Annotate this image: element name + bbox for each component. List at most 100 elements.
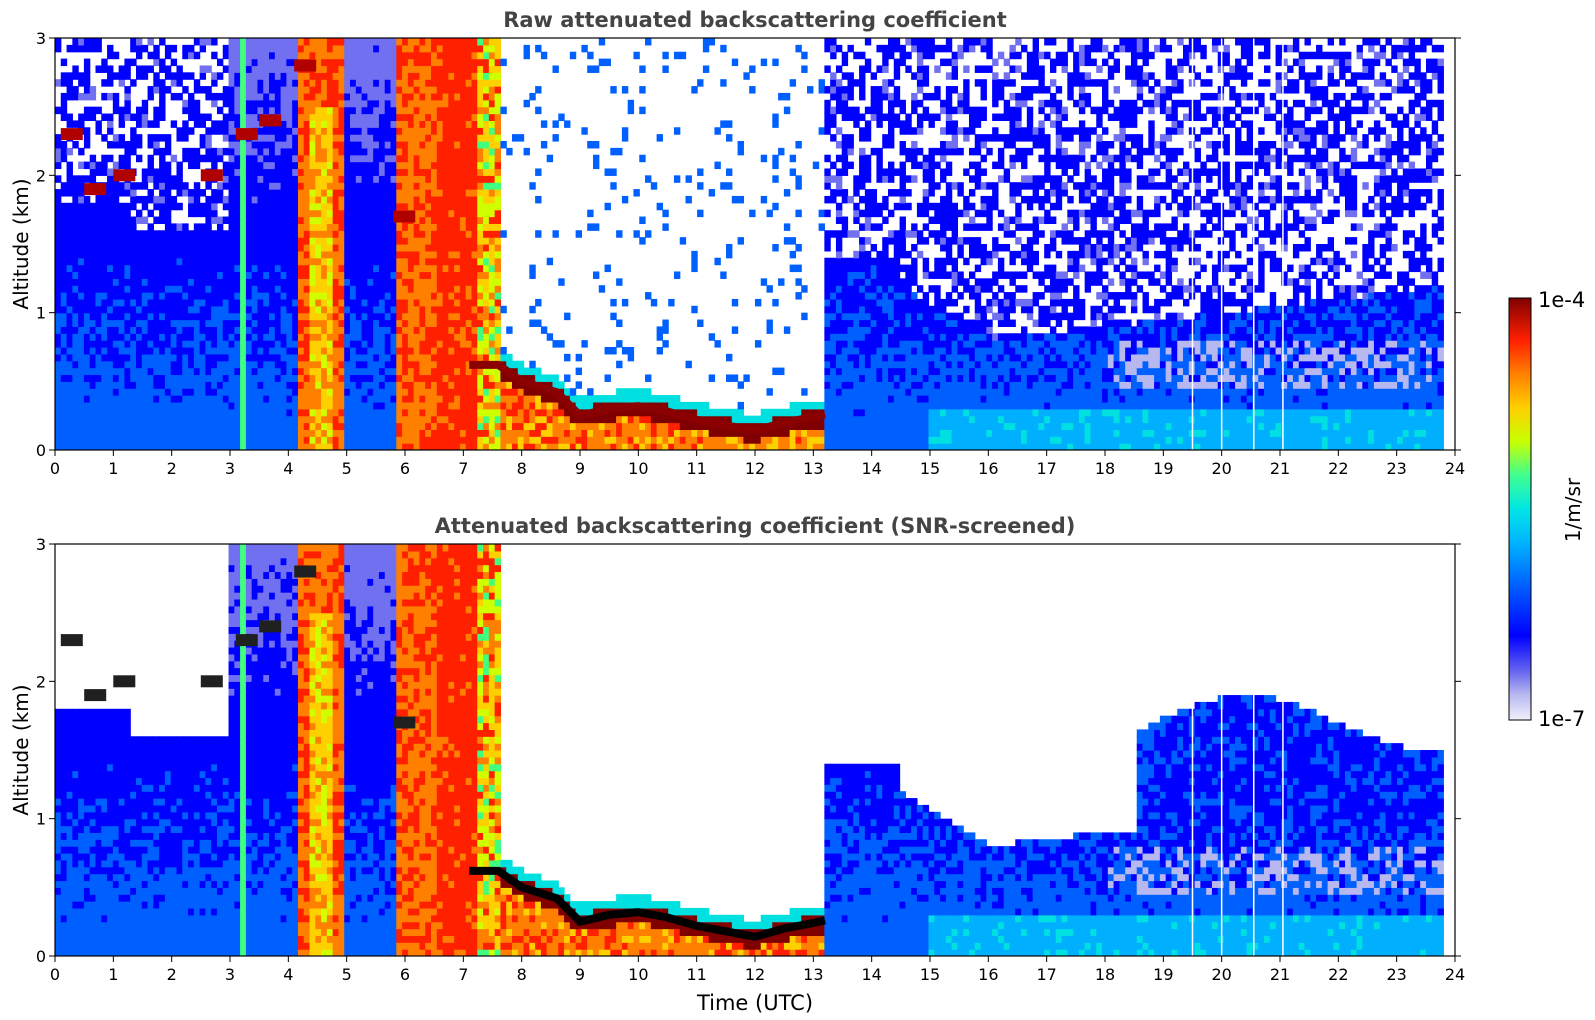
heatmap-cell bbox=[350, 113, 357, 121]
heatmap-cell bbox=[193, 415, 201, 424]
heatmap-cell bbox=[309, 141, 316, 149]
heatmap-cell bbox=[465, 326, 473, 334]
heatmap-cell bbox=[216, 244, 224, 252]
heatmap-cell bbox=[153, 298, 160, 307]
heatmap-cell bbox=[297, 347, 305, 355]
heatmap-cell bbox=[396, 429, 403, 437]
heatmap-cell bbox=[373, 312, 380, 321]
heatmap-cell bbox=[188, 401, 195, 410]
heatmap-cell bbox=[332, 175, 340, 183]
heatmap-cell bbox=[66, 298, 73, 307]
heatmap-cell bbox=[228, 99, 235, 108]
heatmap-cell bbox=[407, 250, 415, 259]
heatmap-cell bbox=[170, 230, 178, 238]
heatmap-cell bbox=[124, 285, 131, 293]
heatmap-cell bbox=[378, 58, 386, 67]
heatmap-cell bbox=[523, 415, 530, 424]
heatmap-cell bbox=[691, 443, 698, 450]
heatmap-cell bbox=[292, 168, 299, 176]
heatmap-cell bbox=[205, 415, 212, 424]
heatmap-cell bbox=[575, 429, 583, 437]
heatmap-cell bbox=[251, 202, 259, 211]
heatmap-cell bbox=[234, 257, 241, 266]
heatmap-cell bbox=[488, 298, 496, 307]
heatmap-cell bbox=[286, 381, 293, 389]
heatmap-cell bbox=[182, 292, 189, 300]
heatmap-cell bbox=[546, 401, 554, 410]
heatmap-cell bbox=[263, 65, 270, 73]
heatmap-cell bbox=[263, 340, 270, 348]
heatmap-cell bbox=[454, 127, 461, 135]
heatmap-cell bbox=[384, 271, 392, 279]
heatmap-cell bbox=[292, 381, 299, 389]
heatmap-cell bbox=[303, 360, 311, 369]
heatmap-cell bbox=[188, 237, 195, 245]
heatmap-cell bbox=[639, 429, 646, 437]
heatmap-cell bbox=[402, 312, 409, 321]
heatmap-cell bbox=[205, 141, 212, 149]
heatmap-cell bbox=[396, 147, 403, 156]
heatmap-cell bbox=[483, 202, 490, 211]
heatmap-cell bbox=[147, 86, 154, 94]
heatmap-cell bbox=[621, 429, 629, 437]
heatmap-cell bbox=[78, 429, 85, 437]
heatmap-cell bbox=[141, 168, 149, 176]
heatmap-cell bbox=[361, 120, 368, 128]
heatmap-cell bbox=[164, 65, 172, 73]
heatmap-cell bbox=[483, 51, 490, 60]
heatmap-cell bbox=[407, 223, 415, 231]
heatmap-cell bbox=[373, 223, 380, 231]
heatmap-cell bbox=[135, 312, 143, 321]
heatmap-cell bbox=[540, 401, 548, 410]
heatmap-cell bbox=[517, 134, 525, 142]
heatmap-cell bbox=[315, 347, 322, 355]
heatmap-cell bbox=[326, 230, 334, 238]
heatmap-cell bbox=[245, 230, 253, 238]
heatmap-cell bbox=[269, 401, 276, 410]
heatmap-cell bbox=[465, 72, 473, 80]
heatmap-cell bbox=[234, 209, 241, 218]
heatmap-cell bbox=[413, 86, 421, 94]
heatmap-cell bbox=[795, 408, 802, 417]
heatmap-cell bbox=[188, 298, 195, 307]
heatmap-cell bbox=[269, 99, 276, 108]
heatmap-cell bbox=[338, 168, 345, 176]
heatmap-cell bbox=[263, 134, 270, 142]
heatmap-cell bbox=[332, 264, 340, 273]
heatmap-cell bbox=[101, 333, 108, 341]
heatmap-cell bbox=[442, 422, 449, 430]
heatmap-cell bbox=[205, 401, 212, 410]
heatmap-cell bbox=[234, 92, 241, 101]
heatmap-cell bbox=[292, 147, 299, 156]
heatmap-cell bbox=[326, 360, 334, 369]
heatmap-cell bbox=[66, 264, 73, 273]
heatmap-cell bbox=[714, 443, 721, 450]
heatmap-cell bbox=[72, 353, 79, 362]
heatmap-cell bbox=[535, 422, 542, 430]
heatmap-cell bbox=[772, 154, 779, 163]
heatmap-cell bbox=[477, 38, 484, 46]
heatmap-cell bbox=[297, 237, 305, 245]
heatmap-cell bbox=[193, 347, 201, 355]
heatmap-cell bbox=[500, 401, 507, 410]
heatmap-cell bbox=[280, 72, 287, 80]
heatmap-cell bbox=[182, 147, 189, 156]
heatmap-cell bbox=[245, 175, 253, 183]
heatmap-cell bbox=[205, 209, 212, 218]
heatmap-cell bbox=[523, 401, 530, 410]
heatmap-cell bbox=[95, 230, 102, 238]
heatmap-cell bbox=[164, 175, 172, 183]
heatmap-cell bbox=[240, 312, 247, 321]
heatmap-cell bbox=[419, 257, 426, 266]
heatmap-cell bbox=[454, 415, 461, 424]
heatmap-cell bbox=[124, 244, 131, 252]
heatmap-cell bbox=[564, 388, 571, 396]
heatmap-cell bbox=[263, 367, 270, 376]
heatmap-cell bbox=[216, 408, 224, 417]
heatmap-cell bbox=[714, 127, 721, 135]
heatmap-cell bbox=[269, 161, 276, 170]
heatmap-cell bbox=[448, 216, 455, 224]
heatmap-cell bbox=[124, 147, 131, 156]
heatmap-cell bbox=[378, 168, 386, 176]
